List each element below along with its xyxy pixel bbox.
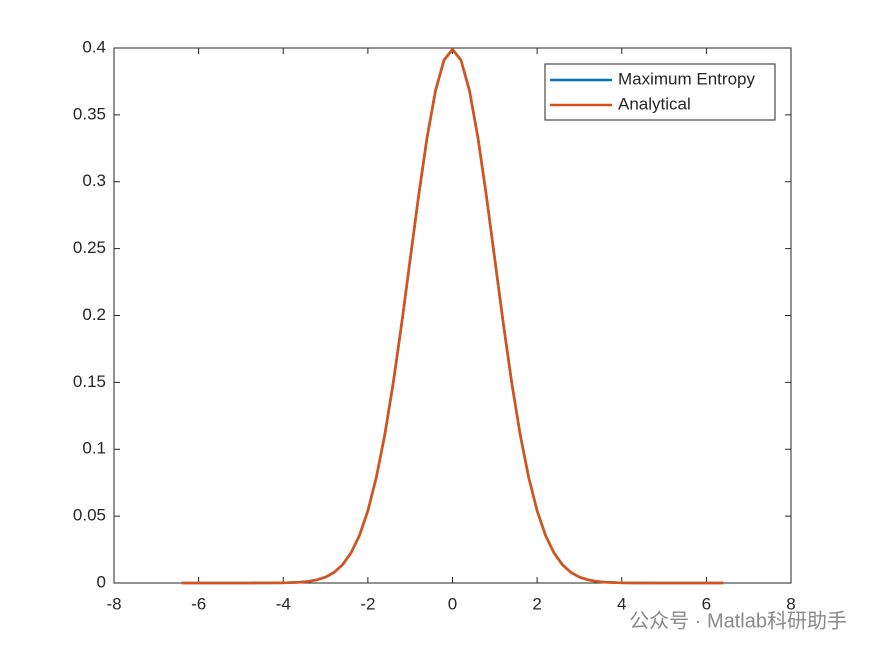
x-tick-label: 2 bbox=[532, 594, 541, 613]
x-tick-label: -4 bbox=[276, 594, 291, 613]
x-tick-label: -8 bbox=[106, 594, 121, 613]
legend-box bbox=[544, 63, 776, 121]
y-tick-label: 0.4 bbox=[82, 37, 106, 56]
x-tick-label: 8 bbox=[786, 594, 795, 613]
x-tick-label: 6 bbox=[702, 594, 711, 613]
x-tick-label: -6 bbox=[191, 594, 206, 613]
plot-area: 0 0.05 0.1 0.15 0.2 0.25 0.3 0.35 0.4 -8 -6 -4 -2 0 2 4… bbox=[73, 37, 796, 613]
legend-label: Maximum Entropy bbox=[618, 69, 755, 88]
axes-box bbox=[113, 47, 792, 584]
x-tick-label: 0 bbox=[448, 594, 457, 613]
data-line bbox=[181, 48, 724, 585]
x-tick-label: 4 bbox=[617, 594, 626, 613]
y-tick-label: 0.3 bbox=[82, 171, 106, 190]
y-tick-label: 0 bbox=[97, 572, 106, 591]
y-tick-label: 0.25 bbox=[73, 238, 106, 257]
y-tick-label: 0.1 bbox=[82, 439, 106, 458]
y-tick-label: 0.05 bbox=[73, 506, 106, 525]
y-tick-label: 0.2 bbox=[82, 305, 106, 324]
y-tick-label: 0.35 bbox=[73, 104, 106, 123]
y-tick-label: 0.15 bbox=[73, 372, 106, 391]
watermark: 公众号 · Matlab科研助手 bbox=[629, 609, 847, 632]
x-tick-label: -2 bbox=[360, 594, 375, 613]
legend-label: Analytical bbox=[618, 94, 691, 113]
